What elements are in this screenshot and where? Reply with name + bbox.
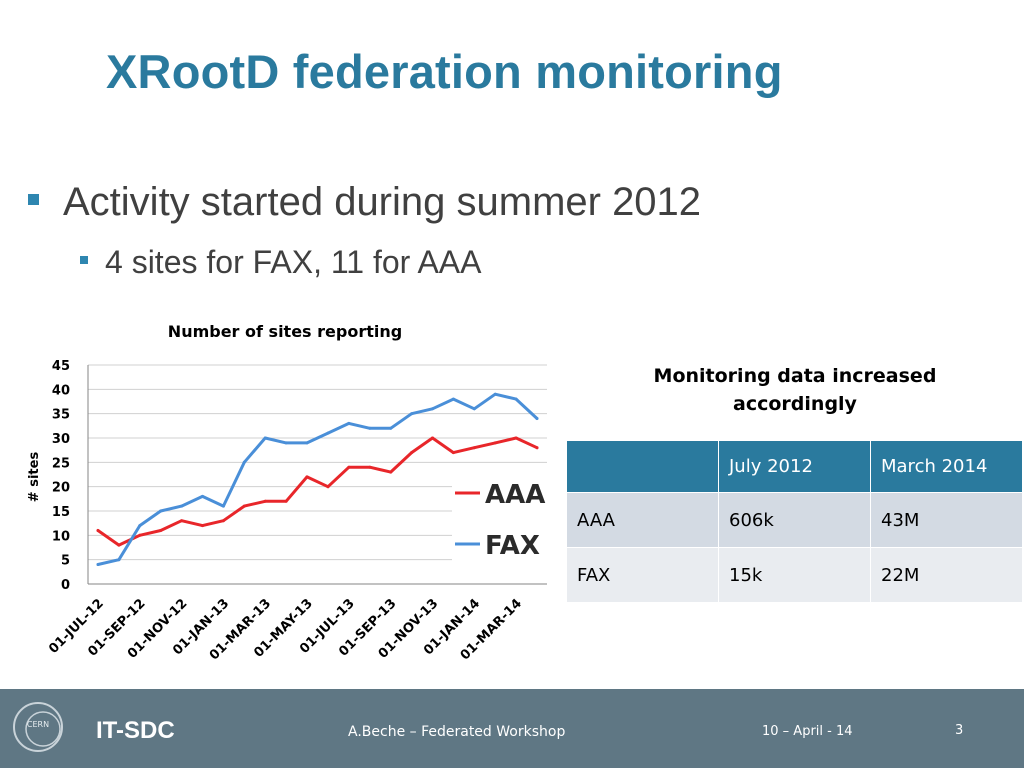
bullet-square-icon — [28, 194, 39, 205]
data-point-aaa — [472, 446, 476, 450]
y-tick-label: 0 — [61, 578, 70, 593]
bullet-square-icon — [80, 256, 88, 264]
table-cell: 43M — [870, 492, 1023, 548]
table-row: AAA 606k 43M — [566, 492, 1023, 548]
data-point-fax — [535, 417, 539, 420]
data-point-fax — [96, 563, 100, 566]
y-tick-label: 35 — [52, 408, 70, 423]
legend-label-fax: FAX — [485, 531, 540, 561]
series-line-aaa — [96, 436, 539, 547]
y-axis-label: # sites — [27, 452, 42, 503]
table-row: FAX 15k 22M — [566, 547, 1023, 603]
data-point-aaa — [535, 446, 539, 450]
series-line-fax — [96, 392, 539, 566]
table-cell: FAX — [566, 547, 719, 603]
slide-title: XRootD federation monitoring — [106, 45, 783, 98]
unit-name: IT-SDC — [96, 717, 175, 744]
y-tick-label: 15 — [52, 505, 70, 520]
y-tick-label: 5 — [61, 554, 70, 569]
data-point-fax — [138, 524, 142, 528]
chart-legend: AAA FAX — [452, 472, 548, 576]
table-header-cell: March 2014 — [870, 440, 1023, 493]
monitoring-caption: Monitoring data increased accordingly — [653, 365, 937, 415]
data-point-aaa — [389, 470, 393, 474]
data-point-aaa — [221, 519, 225, 523]
sites-line-chart: Number of sites reporting # sites 0 5 10 15… — [27, 322, 548, 663]
cern-logo-icon: CERN — [13, 702, 63, 752]
data-point-aaa — [263, 499, 267, 503]
table-cell: 606k — [718, 492, 871, 548]
data-point-aaa — [117, 543, 121, 547]
data-point-aaa — [284, 499, 288, 503]
chart-gridlines — [87, 364, 547, 585]
chart-series — [96, 392, 539, 566]
date-text: 10 – April - 14 — [762, 724, 853, 739]
data-point-aaa — [138, 533, 142, 537]
data-point-fax — [472, 407, 476, 411]
data-point-fax — [180, 504, 184, 508]
y-tick-label: 45 — [52, 359, 70, 374]
table-header-cell — [566, 440, 719, 493]
presenter-text: A.Beche – Federated Workshop — [348, 724, 566, 740]
y-tick-label: 25 — [52, 456, 70, 471]
data-point-fax — [117, 558, 121, 562]
data-point-fax — [284, 441, 288, 445]
data-point-fax — [368, 426, 372, 430]
data-point-aaa — [431, 436, 434, 440]
data-point-aaa — [326, 485, 330, 489]
y-tick-label: 40 — [52, 383, 70, 398]
y-tick-label: 10 — [52, 529, 70, 544]
data-point-aaa — [514, 436, 518, 440]
data-point-fax — [347, 421, 351, 425]
slide-footer: CERN IT-SDC A.Beche – Federated Workshop… — [0, 689, 1024, 768]
monitoring-table: July 2012 March 2014 AAA 606k 43M FAX 15… — [566, 440, 1023, 603]
data-point-fax — [514, 397, 518, 401]
data-point-fax — [305, 441, 309, 445]
data-point-aaa — [96, 529, 100, 532]
data-point-aaa — [410, 451, 414, 455]
data-point-aaa — [368, 465, 372, 469]
data-point-fax — [389, 426, 393, 430]
bullet-level1: Activity started during summer 2012 — [28, 180, 701, 225]
data-point-aaa — [159, 529, 163, 532]
x-tick-labels: 01-JUL-1201-SEP-1201-NOV-1201-JAN-1301-M… — [46, 596, 525, 663]
y-tick-labels: 0 5 10 15 20 25 30 35 40 45 — [52, 359, 70, 593]
legend-box — [452, 472, 548, 576]
chart-title: Number of sites reporting — [168, 322, 402, 341]
data-point-aaa — [180, 519, 184, 523]
data-point-fax — [221, 504, 225, 508]
table-cell: 22M — [870, 547, 1023, 603]
data-point-fax — [431, 407, 434, 411]
data-point-fax — [201, 494, 204, 498]
data-point-fax — [410, 412, 414, 416]
data-point-fax — [451, 397, 455, 401]
data-point-aaa — [451, 451, 455, 455]
y-tick-label: 20 — [52, 481, 70, 496]
table-cell: 15k — [718, 547, 871, 603]
table-header-row: July 2012 March 2014 — [566, 440, 1023, 493]
data-point-fax — [242, 460, 246, 464]
data-point-fax — [493, 392, 497, 396]
data-point-fax — [326, 431, 330, 435]
y-tick-label: 30 — [52, 432, 70, 447]
bullet-level2: 4 sites for FAX, 11 for AAA — [80, 244, 481, 281]
data-point-aaa — [242, 504, 246, 508]
page-number: 3 — [955, 723, 964, 738]
bullet-level1-text: Activity started during summer 2012 — [63, 180, 702, 224]
data-point-aaa — [493, 441, 497, 445]
legend-label-aaa: AAA — [485, 480, 545, 510]
data-point-fax — [263, 436, 267, 440]
data-point-aaa — [347, 465, 351, 469]
table-cell: AAA — [566, 492, 719, 548]
data-point-fax — [159, 509, 163, 513]
data-point-aaa — [305, 475, 309, 479]
cern-logo-text: CERN — [27, 720, 49, 729]
data-point-aaa — [201, 524, 204, 528]
table-header-cell: July 2012 — [718, 440, 871, 493]
bullet-level2-text: 4 sites for FAX, 11 for AAA — [105, 244, 482, 280]
